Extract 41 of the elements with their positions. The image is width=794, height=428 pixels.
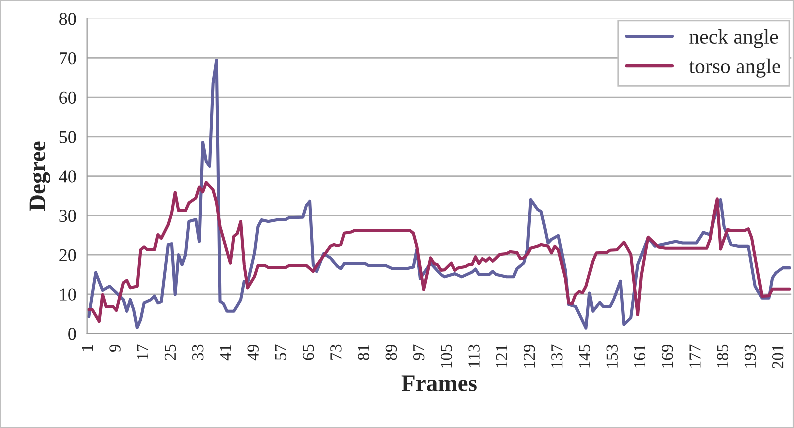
line-series (88, 59, 792, 330)
x-tick-label: 201 (772, 345, 784, 369)
x-tick-label: 153 (606, 344, 618, 368)
x-tick-label: 105 (441, 344, 452, 368)
x-tick-label: 73 (330, 344, 342, 360)
x-tick-label: 161 (634, 345, 646, 368)
x-tick-label: 137 (552, 344, 563, 368)
x-tick-label: 65 (302, 344, 314, 360)
x-tick-label: 49 (248, 344, 259, 361)
x-tick-label: 121 (496, 345, 508, 368)
x-tick-label: 81 (358, 345, 370, 360)
y-tick-label: 50 (60, 131, 76, 144)
x-tick-label: 9 (110, 344, 121, 352)
x-tick-label: 57 (275, 344, 287, 360)
x-tick-label: 129 (524, 344, 536, 368)
x-tick-label: 145 (579, 344, 590, 368)
y-tick-label: 10 (60, 288, 76, 301)
line-series (88, 181, 792, 324)
x-axis-title: Frames (402, 376, 477, 392)
x-tick-label: 41 (220, 345, 232, 361)
x-tick-label: 1 (82, 345, 94, 352)
legend-label: neck angle (690, 29, 778, 48)
x-tick-label: 113 (468, 344, 480, 368)
x-tick-label: 193 (744, 344, 756, 368)
x-tick-label: 177 (690, 344, 701, 368)
y-tick-label: 20 (60, 249, 76, 262)
y-tick-label: 30 (60, 210, 76, 222)
x-tick-label: 185 (717, 344, 728, 368)
x-tick-label: 169 (662, 344, 674, 368)
x-tick-label: 33 (192, 344, 204, 360)
y-tick-label: 80 (60, 13, 76, 26)
legend-label: torso angle (689, 58, 780, 78)
y-tick-label: 40 (59, 170, 76, 183)
x-tick-label: 97 (413, 344, 425, 360)
y-tick-label: 70 (60, 52, 76, 65)
x-tick-label: 17 (137, 344, 148, 360)
y-tick-label: 0 (68, 328, 76, 340)
y-tick-label: 60 (60, 92, 76, 104)
y-axis-title: Degree (30, 142, 51, 212)
x-tick-label: 25 (164, 344, 176, 360)
x-tick-label: 89 (386, 344, 398, 360)
